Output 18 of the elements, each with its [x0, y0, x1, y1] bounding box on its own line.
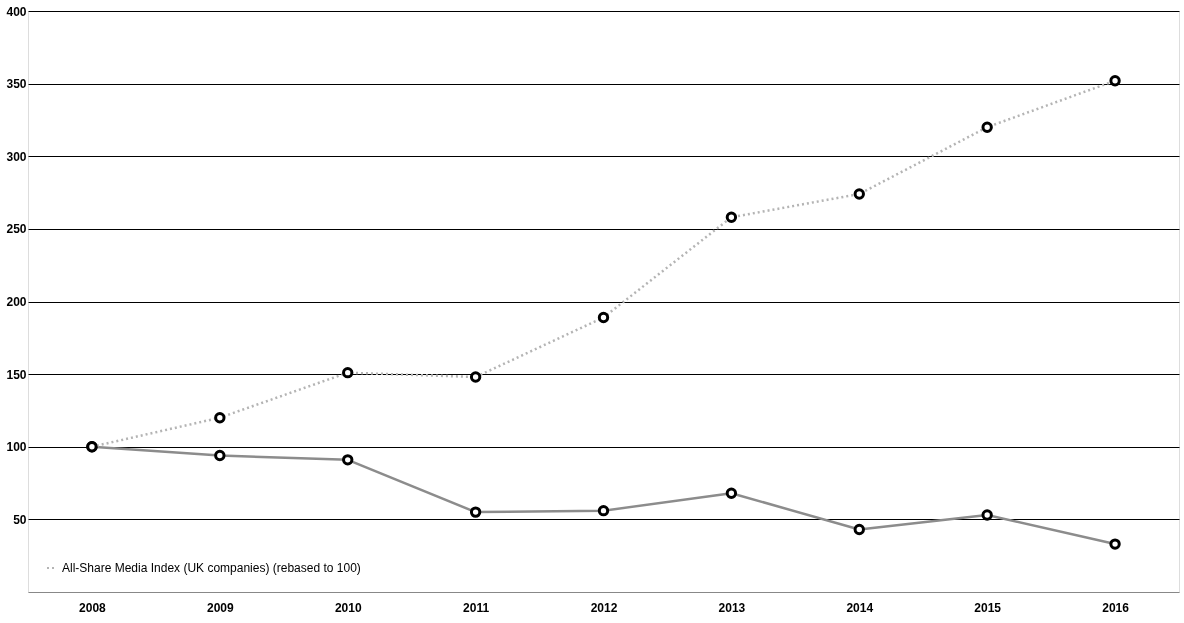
x-tick-label: 2013	[718, 600, 746, 615]
x-tick-label: 2014	[846, 600, 874, 615]
x-tick-label: 2015	[974, 600, 1002, 615]
x-tick-label: 2008	[79, 600, 107, 615]
y-tick-label: 350	[6, 77, 27, 92]
x-tick-label: 2010	[334, 600, 362, 615]
x-tick-label: 2012	[590, 600, 618, 615]
x-tick-label: 2016	[1102, 600, 1130, 615]
legend-label: All-Share Media Index (UK companies) (rebased to 100)	[62, 561, 361, 575]
y-tick-label: 100	[6, 440, 27, 455]
y-tick-label: 50	[13, 512, 27, 527]
y-tick-label: 300	[6, 149, 27, 164]
y-tick-label: 250	[6, 222, 27, 237]
y-tick-label: 150	[6, 367, 27, 382]
y-tick-label: 400	[6, 4, 27, 19]
x-tick-label: 2011	[463, 600, 490, 615]
x-tick-label: 2009	[206, 600, 234, 615]
y-tick-label: 200	[6, 295, 27, 309]
